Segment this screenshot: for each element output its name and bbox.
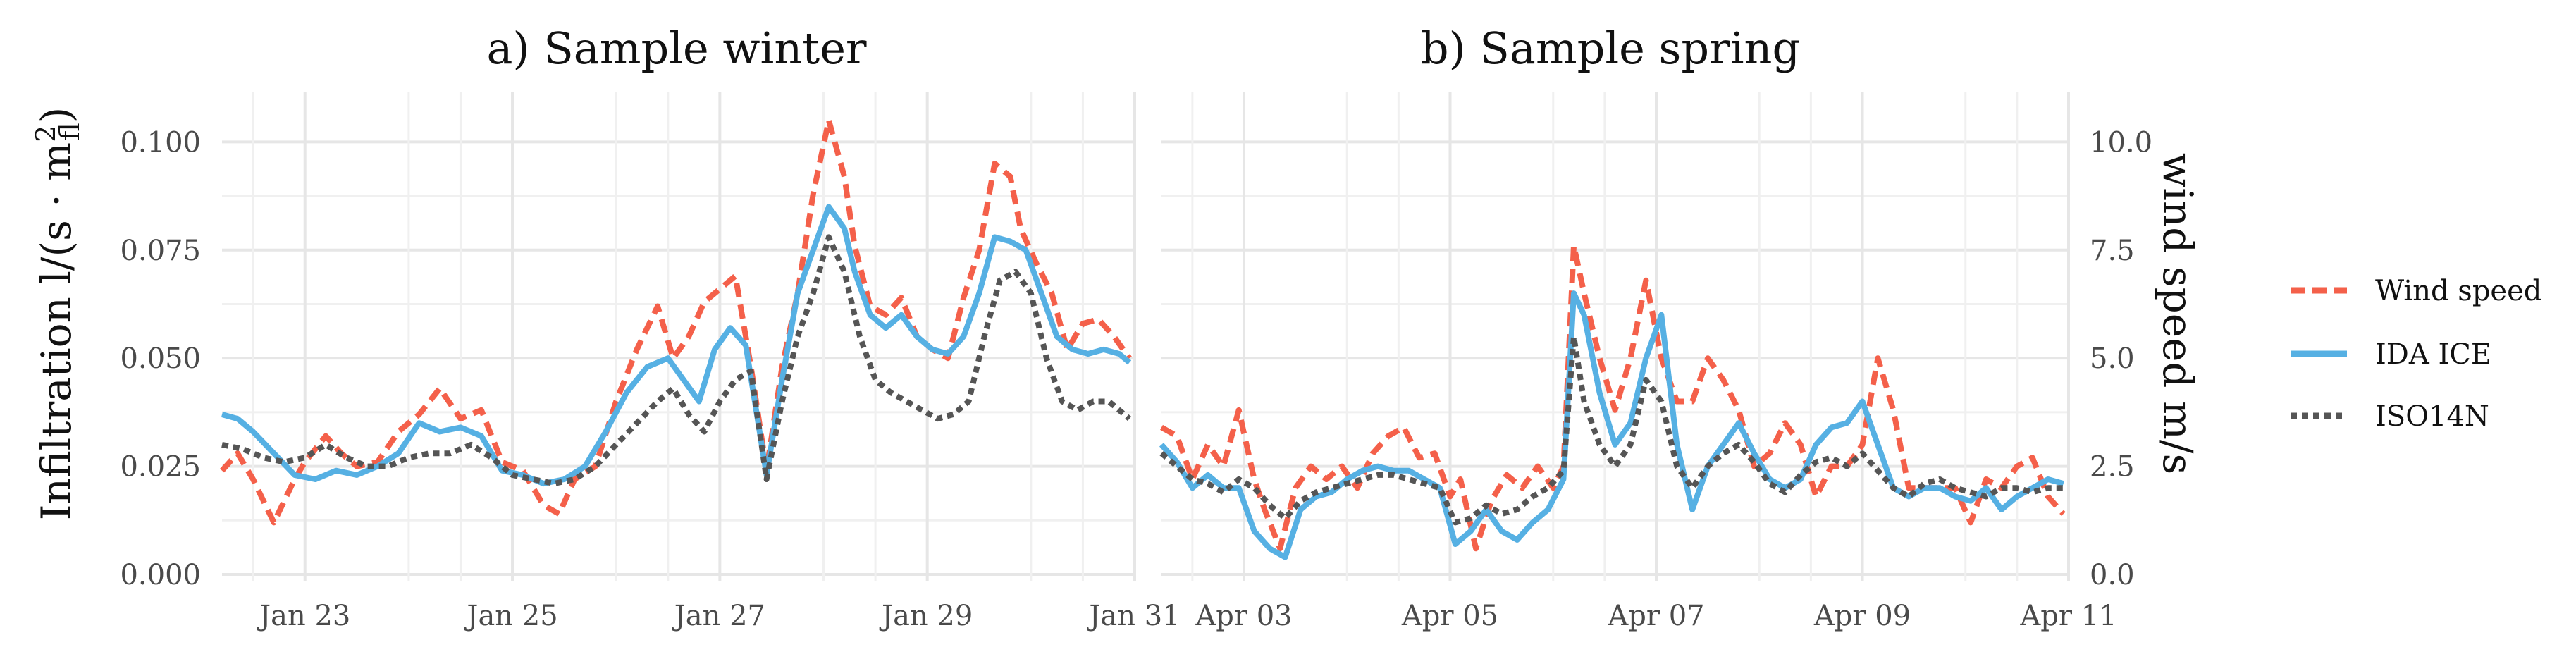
secondary-y-tick-label: 0.0	[2090, 559, 2135, 591]
x-tick-label: Apr 05	[1401, 600, 1498, 632]
y-axis-title-close: )	[32, 107, 80, 123]
series-wind-speed-spring	[1160, 242, 2066, 552]
x-tick-label: Apr 07	[1607, 600, 1704, 632]
x-tick-label: Apr 11	[2019, 600, 2116, 632]
x-tick-label: Jan 31	[1086, 600, 1180, 632]
panel-spring-title: b) Sample spring	[1421, 23, 1800, 74]
legend-wind-speed-label: Wind speed	[2375, 275, 2541, 307]
y-tick-label: 0.025	[120, 451, 201, 484]
secondary-y-tick-label: 7.5	[2090, 235, 2135, 267]
y-axis-title: Infiltration l/(s · m2fl)	[30, 107, 85, 521]
series-wind-speed-winter	[220, 117, 1132, 526]
x-tick-label: Apr 09	[1813, 600, 1911, 632]
y-axis-title-sup: 2	[30, 125, 61, 142]
x-tick-label: Jan 25	[464, 600, 557, 632]
y-tick-label: 0.075	[120, 235, 201, 267]
secondary-y-tick-label: 10.0	[2090, 126, 2152, 159]
y-tick-label: 0.000	[120, 559, 201, 591]
series-iso14n-winter	[221, 234, 1132, 487]
panel-spring: b) Sample spring Apr 03 Apr 05 Apr 07 Apr 0…	[1159, 23, 2152, 632]
x-tick-label: Jan 23	[257, 600, 350, 632]
secondary-y-tick-label: 2.5	[2090, 451, 2135, 484]
legend: Wind speed IDA ICE ISO14N	[2291, 275, 2541, 433]
series-iso14n-spring	[1159, 333, 2064, 526]
legend-ida-ice-label: IDA ICE	[2375, 338, 2491, 371]
series-ida-ice-spring	[1159, 290, 2064, 560]
y-axis-title-main: Infiltration l/(s · m	[32, 142, 80, 520]
legend-iso14n-label: ISO14N	[2375, 400, 2489, 433]
panel-winter-title: a) Sample winter	[486, 23, 866, 74]
y-tick-label: 0.050	[120, 343, 201, 375]
x-tick-label: Apr 03	[1195, 600, 1292, 632]
panel-winter: a) Sample winter Jan 23 Jan 25 Jan 27 Jan 2…	[120, 23, 1180, 632]
x-tick-label: Jan 29	[879, 600, 973, 632]
y-axis-title-sub: fl	[54, 123, 85, 140]
x-tick-label: Jan 27	[672, 600, 765, 632]
secondary-y-axis-title: wind speed m/s	[2154, 153, 2202, 475]
y-tick-label: 0.100	[120, 126, 201, 159]
secondary-y-tick-label: 5.0	[2090, 343, 2135, 375]
series-ida-ice-winter	[221, 204, 1132, 487]
